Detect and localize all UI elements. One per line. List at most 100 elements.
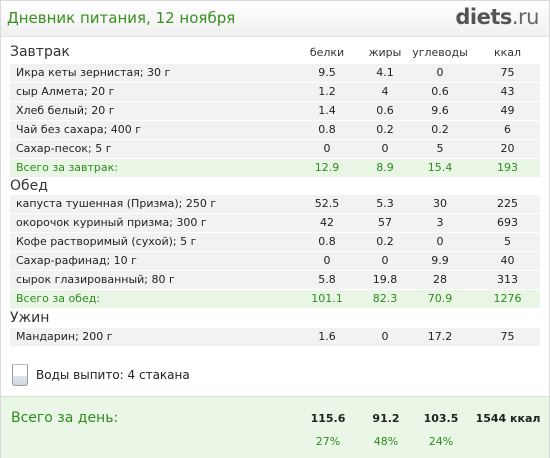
section-title-breakfast: Завтрак — [10, 44, 70, 60]
food-row[interactable]: окорочок куриный призма; 300 г 42 57 3 6… — [10, 214, 540, 233]
food-name: Хлеб белый; 20 г — [16, 104, 115, 117]
food-carbs: 0 — [436, 66, 444, 79]
total-kcal: 1276 — [493, 292, 522, 305]
total-protein: 101.1 — [311, 292, 343, 305]
food-carbs: 17.2 — [427, 330, 453, 343]
food-protein: 52.5 — [314, 197, 340, 210]
food-name: сырок глазированный; 80 г — [16, 273, 175, 286]
food-fat: 4 — [381, 85, 389, 98]
food-kcal: 6 — [504, 123, 511, 136]
lunch-table: капуста тушенная (Призма); 250 г 52.5 5.… — [10, 195, 540, 309]
food-kcal: 49 — [500, 104, 515, 117]
day-fat-percent: 48% — [373, 435, 399, 448]
food-protein: 0.8 — [318, 123, 336, 136]
column-header-kcal: ккал — [493, 46, 522, 59]
water-glass-icon — [12, 364, 28, 386]
food-name: Сахар-рафинад; 10 г — [16, 254, 137, 267]
total-label: Всего за завтрак: — [16, 161, 119, 174]
food-row[interactable]: Хлеб белый; 20 г 1.4 0.6 9.6 49 — [10, 102, 540, 121]
section-total-row: Всего за обед: 101.1 82.3 70.9 1276 — [10, 290, 540, 309]
total-carbs: 15.4 — [427, 161, 453, 174]
food-fat: 19.8 — [372, 273, 398, 286]
day-total-fat: 91.2 — [372, 412, 400, 425]
food-row[interactable]: Мандарин; 200 г 1.6 0 17.2 75 — [10, 328, 540, 347]
food-name: капуста тушенная (Призма); 250 г — [16, 197, 217, 210]
breakfast-table: Икра кеты зернистая; 30 г 9.5 4.1 0 75 с… — [10, 64, 540, 178]
food-row[interactable]: сырок глазированный; 80 г 5.8 19.8 28 31… — [10, 271, 540, 290]
food-kcal: 43 — [500, 85, 515, 98]
day-total-carbs: 103.5 — [423, 412, 459, 425]
food-carbs: 9.6 — [431, 104, 449, 117]
column-header-protein: белки — [309, 46, 345, 59]
total-protein: 12.9 — [314, 161, 340, 174]
food-carbs: 0.2 — [431, 123, 449, 136]
day-protein-percent: 27% — [315, 435, 341, 448]
column-header-carbs: углеводы — [412, 46, 468, 59]
food-protein: 5.8 — [318, 273, 336, 286]
food-row[interactable]: сыр Алмета; 20 г 1.2 4 0.6 43 — [10, 83, 540, 102]
food-carbs: 28 — [433, 273, 447, 286]
food-fat: 0 — [381, 254, 389, 267]
food-row[interactable]: Икра кеты зернистая; 30 г 9.5 4.1 0 75 — [10, 64, 540, 83]
food-carbs: 0.6 — [431, 85, 449, 98]
food-kcal: 225 — [497, 197, 518, 210]
food-carbs: 5 — [436, 142, 444, 155]
food-fat: 5.3 — [376, 197, 394, 210]
food-protein: 1.4 — [318, 104, 336, 117]
food-fat: 57 — [378, 216, 392, 229]
food-protein: 42 — [320, 216, 334, 229]
food-carbs: 9.9 — [431, 254, 449, 267]
food-kcal: 693 — [497, 216, 518, 229]
page-title: Дневник питания, 12 ноября — [7, 9, 236, 27]
food-fat: 0.2 — [376, 123, 394, 136]
food-name: Икра кеты зернистая; 30 г — [16, 66, 171, 79]
day-carbs-percent: 24% — [428, 435, 454, 448]
header: Дневник питания, 12 ноября diets.ru — [1, 1, 549, 37]
food-protein: 0 — [323, 254, 331, 267]
total-carbs: 70.9 — [427, 292, 453, 305]
food-carbs: 3 — [436, 216, 444, 229]
food-row[interactable]: Кофе растворимый (сухой); 5 г 0.8 0.2 0 … — [10, 233, 540, 252]
food-fat: 0.2 — [376, 235, 394, 248]
food-name: окорочок куриный призма; 300 г — [16, 216, 207, 229]
food-fat: 0 — [381, 330, 389, 343]
site-logo[interactable]: diets.ru — [455, 5, 539, 29]
food-name: Кофе растворимый (сухой); 5 г — [16, 235, 197, 248]
food-kcal: 5 — [504, 235, 511, 248]
food-fat: 0 — [381, 142, 389, 155]
section-title-dinner: Ужин — [10, 310, 50, 326]
food-name: Чай без сахара; 400 г — [16, 123, 142, 136]
food-protein: 0.8 — [318, 235, 336, 248]
food-kcal: 75 — [500, 330, 515, 343]
food-fat: 0.6 — [376, 104, 394, 117]
total-label: Всего за обед: — [16, 292, 101, 305]
food-kcal: 20 — [500, 142, 515, 155]
day-total-label: Всего за день: — [11, 410, 119, 426]
food-carbs: 0 — [436, 235, 444, 248]
food-protein: 1.2 — [318, 85, 336, 98]
food-protein: 1.6 — [318, 330, 336, 343]
water-intake-text: Воды выпито: 4 стакана — [36, 368, 190, 382]
food-row[interactable]: Сахар-рафинад; 10 г 0 0 9.9 40 — [10, 252, 540, 271]
food-name: Сахар-песок; 5 г — [16, 142, 112, 155]
column-header-fat: жиры — [368, 46, 402, 59]
water-intake: Воды выпито: 4 стакана — [10, 364, 310, 388]
day-total-protein: 115.6 — [310, 412, 346, 425]
food-row[interactable]: Сахар-песок; 5 г 0 0 5 20 — [10, 140, 540, 159]
day-total-box: Всего за день: 115.6 91.2 103.5 1544 кка… — [1, 396, 549, 458]
food-row[interactable]: капуста тушенная (Призма); 250 г 52.5 5.… — [10, 195, 540, 214]
food-kcal: 40 — [500, 254, 515, 267]
logo-tld: .ru — [511, 5, 540, 29]
food-name: сыр Алмета; 20 г — [16, 85, 115, 98]
food-kcal: 313 — [497, 273, 518, 286]
total-fat: 82.3 — [372, 292, 398, 305]
food-protein: 9.5 — [318, 66, 336, 79]
logo-main: diets — [455, 5, 512, 29]
section-total-row: Всего за завтрак: 12.9 8.9 15.4 193 — [10, 159, 540, 178]
food-name: Мандарин; 200 г — [16, 330, 113, 343]
total-fat: 8.9 — [376, 161, 394, 174]
dinner-table: Мандарин; 200 г 1.6 0 17.2 75 — [10, 328, 540, 347]
day-total-kcal: 1544 ккал — [475, 412, 541, 425]
section-title-lunch: Обед — [10, 178, 48, 194]
food-row[interactable]: Чай без сахара; 400 г 0.8 0.2 0.2 6 — [10, 121, 540, 140]
